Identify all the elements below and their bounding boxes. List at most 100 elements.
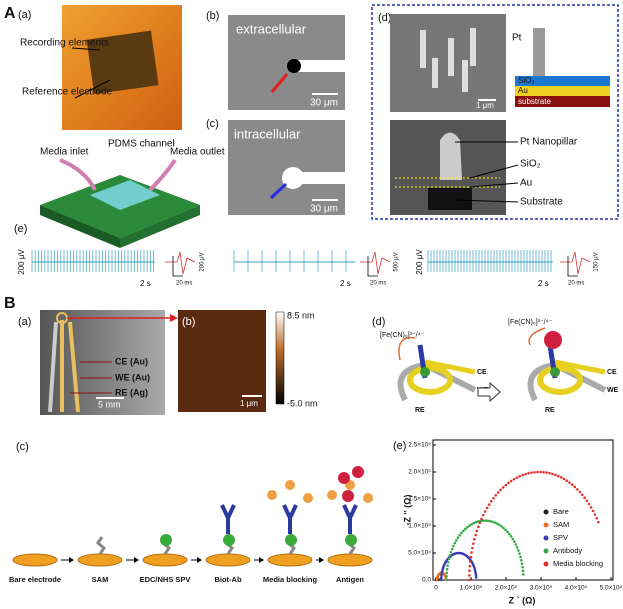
data-point bbox=[481, 519, 485, 522]
data-point bbox=[489, 500, 493, 503]
data-point bbox=[474, 574, 478, 577]
data-point bbox=[484, 519, 487, 522]
data-point bbox=[514, 543, 518, 546]
legend-marker bbox=[543, 522, 549, 528]
data-point bbox=[497, 523, 501, 527]
colorbar bbox=[275, 311, 285, 405]
data-point bbox=[570, 483, 574, 487]
callout: Au bbox=[520, 178, 532, 189]
data-point bbox=[447, 557, 451, 561]
data-point bbox=[521, 473, 524, 477]
blocker bbox=[327, 490, 337, 500]
image-title: intracellular bbox=[234, 126, 301, 141]
scale-label: 20 ms bbox=[568, 281, 584, 287]
zoom-arrow bbox=[170, 314, 178, 322]
colorbar-label: 8.5 nm bbox=[287, 310, 315, 320]
data-point bbox=[504, 528, 507, 532]
data-point bbox=[556, 474, 560, 478]
electrode-label: RE bbox=[415, 407, 425, 414]
callout: Media inlet bbox=[40, 147, 89, 158]
x-tick-label: 0 bbox=[434, 585, 438, 592]
chip-board bbox=[120, 205, 200, 248]
arrow bbox=[269, 182, 288, 200]
electrode-disk bbox=[77, 553, 123, 567]
electrode-diagrams: CEWERECEWERE bbox=[397, 327, 619, 414]
data-point bbox=[513, 540, 516, 543]
layer-au bbox=[515, 86, 610, 96]
electrode-disk bbox=[327, 553, 373, 567]
data-point bbox=[502, 526, 505, 530]
ion-label: [Fe(CN)₆]³⁻/⁴⁻ bbox=[508, 319, 553, 326]
subpanel-tag: (e) bbox=[14, 223, 27, 235]
antibody bbox=[220, 504, 236, 534]
data-point bbox=[445, 567, 449, 571]
legend-label: Bare bbox=[553, 507, 569, 516]
data-point bbox=[521, 565, 524, 569]
leaders bbox=[70, 361, 112, 394]
legend-label: SPV bbox=[553, 533, 568, 542]
electrode-label: CE bbox=[477, 369, 487, 376]
data-point bbox=[568, 481, 571, 484]
data-point bbox=[477, 525, 480, 529]
legend-marker bbox=[543, 548, 549, 554]
recordings bbox=[31, 250, 591, 277]
step-label: Bare electrode bbox=[9, 575, 61, 584]
arrowhead bbox=[259, 557, 264, 563]
arrow bbox=[270, 73, 289, 93]
electrode-label: CE bbox=[607, 369, 617, 376]
data-point bbox=[460, 531, 463, 535]
data-point bbox=[517, 549, 520, 552]
step-label: SAM bbox=[92, 575, 109, 584]
data-point bbox=[456, 536, 460, 540]
data-point bbox=[466, 525, 469, 529]
data-point bbox=[468, 524, 471, 527]
chip bbox=[86, 30, 159, 95]
scale-bar bbox=[172, 256, 183, 277]
data-point bbox=[518, 552, 521, 555]
scale-label: 20 ms bbox=[370, 281, 386, 287]
pillar-cross-section bbox=[440, 132, 462, 180]
data-point bbox=[520, 562, 524, 566]
data-point bbox=[473, 537, 476, 541]
data-point bbox=[551, 472, 554, 476]
antigen bbox=[338, 472, 350, 484]
data-point bbox=[506, 530, 509, 534]
subpanel-tag: (e) bbox=[393, 440, 406, 452]
layer-label: substrate bbox=[518, 97, 551, 106]
panel-label: B bbox=[4, 295, 16, 312]
colorbar-label: -5.0 nm bbox=[287, 398, 318, 408]
pdms-channel bbox=[90, 180, 160, 210]
data-point bbox=[445, 571, 449, 575]
data-point bbox=[448, 554, 452, 557]
scale-label: 500 μV bbox=[394, 252, 400, 271]
substrate-cavity bbox=[428, 188, 472, 210]
legend-marker bbox=[543, 535, 549, 541]
spike-inset bbox=[360, 251, 391, 275]
data-point bbox=[591, 509, 595, 513]
panel-frame bbox=[371, 4, 619, 220]
scale-label: 20 ms bbox=[176, 281, 192, 287]
data-point bbox=[559, 476, 563, 479]
data-point bbox=[450, 547, 454, 551]
x-tick-label: 3.0×10⁵ bbox=[530, 585, 553, 592]
layer-label: Au bbox=[518, 86, 528, 95]
data-point bbox=[453, 541, 457, 545]
electrode-strips bbox=[48, 320, 80, 413]
blocker bbox=[267, 490, 277, 500]
data-point bbox=[539, 470, 542, 474]
leader bbox=[71, 47, 101, 51]
data-point bbox=[536, 470, 539, 474]
data-point bbox=[474, 533, 477, 537]
axis-title: -Z '' (Ω) bbox=[402, 495, 412, 526]
data-point bbox=[597, 520, 600, 524]
electrode-label: WE bbox=[607, 387, 619, 394]
data-point bbox=[520, 559, 523, 562]
x-tick-label: 5.0×10⁵ bbox=[600, 585, 623, 592]
data-point bbox=[515, 476, 519, 479]
data-point bbox=[440, 574, 443, 578]
data-point bbox=[478, 521, 482, 525]
scale-label: 2 s bbox=[538, 279, 549, 288]
data-point bbox=[440, 570, 444, 574]
data-point bbox=[462, 529, 465, 533]
sam bbox=[96, 536, 106, 555]
